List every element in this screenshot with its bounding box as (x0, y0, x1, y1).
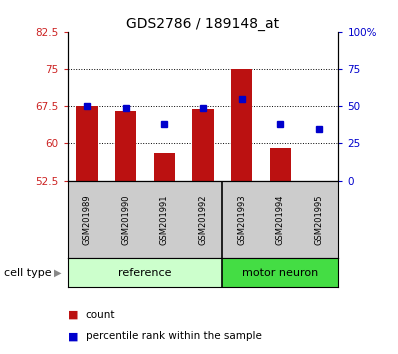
Text: reference: reference (118, 268, 172, 278)
Text: cell type: cell type (4, 268, 52, 278)
Text: GSM201993: GSM201993 (237, 194, 246, 245)
Text: ■: ■ (68, 310, 78, 320)
Bar (231, 69, 252, 181)
Text: GSM201995: GSM201995 (314, 194, 324, 245)
Text: motor neuron: motor neuron (242, 268, 318, 278)
Bar (68, 258, 222, 287)
Bar (115, 111, 136, 181)
Text: GSM201992: GSM201992 (199, 194, 207, 245)
Bar (192, 109, 214, 181)
Text: count: count (86, 310, 115, 320)
Text: percentile rank within the sample: percentile rank within the sample (86, 331, 261, 341)
Text: ▶: ▶ (54, 268, 61, 278)
Text: GSM201989: GSM201989 (82, 194, 92, 245)
Text: ■: ■ (68, 331, 78, 341)
Text: GSM201990: GSM201990 (121, 194, 130, 245)
Bar (154, 153, 175, 181)
Bar (222, 258, 338, 287)
Title: GDS2786 / 189148_at: GDS2786 / 189148_at (127, 17, 279, 31)
Bar (270, 148, 291, 181)
Text: GSM201991: GSM201991 (160, 194, 169, 245)
Text: GSM201994: GSM201994 (276, 194, 285, 245)
Bar (76, 106, 98, 181)
